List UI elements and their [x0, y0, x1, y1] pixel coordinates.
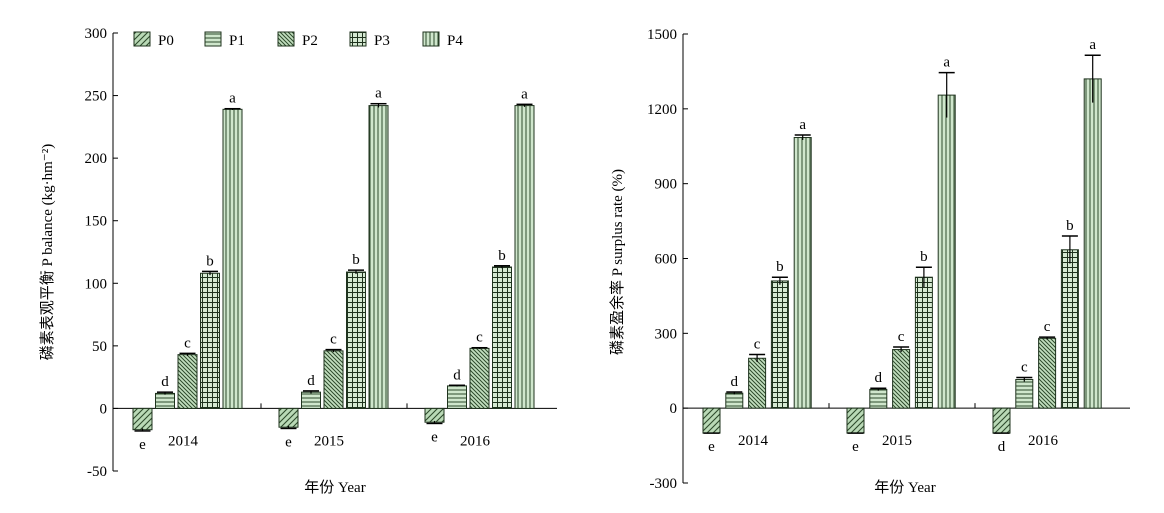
y-tick-label: 300 [655, 326, 678, 342]
y-tick-label: 0 [670, 401, 678, 417]
y-tick-label: 1500 [647, 27, 677, 43]
bar-P3-2014 [200, 272, 220, 409]
bar-P4-2015 [368, 105, 389, 409]
bar-P1-2016 [447, 385, 467, 409]
significance-letter: c [330, 332, 337, 348]
bar-P2-2014 [177, 354, 198, 409]
significance-letter: d [998, 439, 1006, 455]
significance-letter: b [352, 252, 360, 268]
bar-P3-2015 [914, 276, 933, 409]
bar-P0-2014 [702, 407, 721, 434]
x-category-label: 2015 [314, 433, 344, 449]
significance-letter: a [1089, 37, 1096, 53]
y-tick-label: 0 [100, 401, 108, 417]
legend-swatch-P0 [133, 31, 151, 47]
significance-letter: e [708, 439, 715, 455]
bar-P0-2016 [992, 407, 1011, 434]
x-category-label: 2016 [1028, 433, 1059, 449]
significance-letter: d [731, 374, 739, 390]
bar-P1-2015 [301, 391, 321, 409]
bar-P3-2014 [770, 280, 789, 409]
legend-label: P2 [302, 33, 318, 49]
left-chart-panel: -50 0 50 100 150 200 250 300 e e e d d d c c c b b b a a a 2014… [39, 26, 557, 496]
y-tick-label: 600 [655, 252, 678, 268]
bar-P0-2016 [424, 407, 445, 423]
significance-letter: c [1044, 319, 1051, 335]
bar-P1-2016 [1015, 378, 1034, 409]
significance-letter: a [229, 91, 236, 107]
bar-P1-2015 [869, 388, 888, 409]
x-category-label: 2014 [738, 433, 769, 449]
x-axis-title: 年份 Year [874, 479, 935, 496]
y-tick-label: 250 [85, 89, 108, 105]
bar-P3-2015 [346, 271, 366, 409]
significance-letter: e [431, 429, 438, 445]
legend-swatch-P4 [422, 31, 440, 47]
y-tick-label: -300 [650, 476, 678, 492]
bar-P0-2014 [132, 407, 153, 431]
significance-letter: a [375, 86, 382, 102]
bar-P2-2015 [892, 349, 911, 409]
x-category-label: 2014 [168, 433, 199, 449]
bar-P2-2014 [748, 357, 767, 409]
legend-swatch-P1 [204, 31, 222, 47]
y-tick-label: 200 [85, 151, 108, 167]
significance-letter: c [184, 335, 191, 351]
bar-P0-2015 [278, 407, 299, 428]
bar-P4-2016 [514, 105, 535, 409]
bar-P0-2015 [846, 407, 865, 434]
significance-letter: c [898, 329, 905, 345]
legend-label: P0 [158, 33, 174, 49]
bar-P4-2014 [793, 137, 812, 409]
significance-letter: b [776, 259, 784, 275]
significance-letter: a [521, 86, 528, 102]
y-axis-title: 磷素盈余率 P surplus rate (%) [608, 169, 626, 355]
y-tick-label: 100 [85, 276, 108, 292]
y-tick-label: -50 [87, 464, 107, 480]
bar-P1-2014 [725, 392, 744, 409]
bar-P3-2016 [1060, 249, 1079, 409]
significance-letter: c [754, 337, 761, 353]
y-tick-label: 300 [85, 26, 108, 42]
bar-P4-2014 [222, 108, 243, 409]
legend-swatch-P3 [349, 31, 367, 47]
y-tick-label: 900 [655, 177, 678, 193]
bar-P2-2016 [469, 347, 490, 409]
significance-letter: d [875, 370, 883, 386]
significance-letter: e [852, 439, 859, 455]
legend-swatch-P2 [277, 31, 295, 47]
significance-letter: c [1021, 359, 1028, 375]
legend-label: P4 [447, 33, 463, 49]
significance-letter: b [1066, 218, 1074, 234]
significance-letter: c [476, 330, 483, 346]
bar-P2-2015 [323, 350, 344, 409]
x-category-label: 2015 [882, 433, 912, 449]
significance-letter: d [453, 367, 461, 383]
y-tick-label: 150 [85, 214, 108, 230]
bar-P3-2016 [492, 266, 512, 409]
significance-letter: b [206, 253, 214, 269]
x-axis-title: 年份 Year [304, 479, 365, 496]
significance-letter: d [307, 373, 315, 389]
significance-letter: d [161, 374, 169, 390]
y-tick-label: 1200 [647, 102, 677, 118]
right-chart-panel: -300 0 300 600 900 1200 1500 e e d d d c c c c b b b a a a 201… [608, 27, 1130, 496]
bar-P4-2015 [937, 94, 956, 409]
bar-P2-2016 [1038, 337, 1057, 409]
bar-P1-2014 [155, 392, 175, 409]
significance-letter: b [498, 248, 506, 264]
significance-letter: a [799, 117, 806, 133]
significance-letter: a [943, 55, 950, 71]
y-axis-title: 磷素表观平衡 P balance (kg·hm⁻²) [39, 144, 56, 360]
x-category-label: 2016 [460, 433, 491, 449]
legend-label: P1 [229, 33, 245, 49]
significance-letter: b [920, 249, 928, 265]
legend-label: P3 [374, 33, 390, 49]
bar-P4-2016 [1083, 78, 1102, 409]
significance-letter: e [139, 437, 146, 453]
y-tick-label: 50 [92, 339, 107, 355]
significance-letter: e [285, 434, 292, 450]
